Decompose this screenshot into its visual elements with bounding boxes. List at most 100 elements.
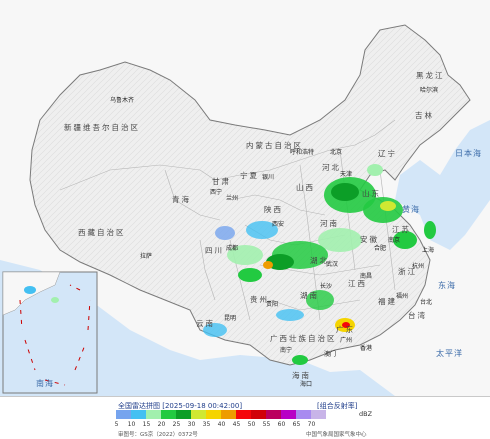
city-guangzhou: 广州: [340, 337, 353, 344]
label-guangdong: 广东: [336, 325, 355, 334]
label-pacific: 太平洋: [436, 349, 463, 358]
city-nanning: 南宁: [280, 347, 293, 354]
label-hubei: 湖北: [310, 256, 329, 265]
label-taiwan: 台湾: [408, 311, 427, 320]
legend-tick-label: 10: [127, 421, 136, 428]
legend-title: 全国雷达拼图 [2025-09-18 00:42:00]: [118, 402, 243, 410]
city-changsha: 长沙: [320, 283, 333, 290]
legend-swatch: [311, 410, 326, 419]
legend-swatch: [161, 410, 176, 419]
city-fuzhou: 福州: [396, 293, 409, 300]
city-shanghai: 上海: [422, 247, 435, 254]
legend-tick-label: 50: [247, 421, 256, 428]
legend-tick-label: 70: [307, 421, 316, 428]
legend-swatch: [191, 410, 206, 419]
legend-panel: 全国雷达拼图 [2025-09-18 00:42:00] [组合反射率] 5 10…: [0, 396, 490, 439]
label-anhui: 安徽: [360, 235, 379, 244]
legend-swatch: [176, 410, 191, 419]
legend-swatch: [116, 410, 131, 419]
city-hongkong: 香港: [360, 345, 373, 352]
legend-tick-label: 65: [292, 421, 301, 428]
label-liaoning: 辽宁: [378, 149, 397, 158]
label-hebei: 河北: [322, 163, 341, 172]
legend-tick-label: 20: [157, 421, 166, 428]
data-source: 中国气象局国家气象中心: [306, 432, 367, 438]
label-hunan: 湖南: [300, 291, 319, 300]
label-sichuan: 四川: [205, 246, 224, 255]
legend-swatch: [251, 410, 266, 419]
product-label: 组合反射率: [319, 402, 355, 410]
city-nanchang: 南昌: [360, 273, 373, 280]
city-lanzhou: 兰州: [226, 195, 239, 202]
label-henan: 河南: [320, 219, 339, 228]
label-xizang: 西藏自治区: [78, 228, 126, 237]
legend-tick-label: 40: [217, 421, 226, 428]
label-south-sea: 南海: [36, 379, 54, 388]
city-taipei: 台北: [420, 299, 433, 306]
legend-swatch: [146, 410, 161, 419]
legend-tick-label: 15: [142, 421, 151, 428]
label-neimenggu: 内蒙古自治区: [246, 141, 303, 150]
color-scale-bar: [116, 410, 326, 419]
city-yinchuan: 银川: [262, 174, 275, 181]
city-haikou: 海口: [300, 381, 313, 388]
city-guiyang: 贵阳: [266, 301, 279, 308]
city-hefei: 合肥: [374, 245, 387, 252]
city-urumqi: 乌鲁木齐: [110, 97, 135, 104]
label-gansu: 甘肃: [212, 177, 231, 186]
legend-tick-label: 55: [262, 421, 271, 428]
china-land: [29, 24, 471, 366]
unit-label: dBZ: [359, 410, 373, 418]
city-hohhot: 呼和浩特: [290, 149, 315, 156]
city-xining: 西宁: [210, 189, 223, 196]
legend-swatch: [206, 410, 221, 419]
city-nanjing: 南京: [388, 237, 401, 244]
legend-tick-label: 30: [187, 421, 196, 428]
label-yunnan: 云南: [196, 319, 215, 328]
city-macao: 澳门: [324, 351, 337, 358]
legend-swatch: [296, 410, 311, 419]
city-chengdu: 成都: [226, 245, 239, 252]
label-jiangxi: 江西: [348, 279, 367, 288]
label-qinghai: 青海: [172, 195, 191, 204]
approval-number: 审图号：GS京（2022）0372号: [118, 432, 198, 438]
label-shandong: 山东: [362, 189, 381, 198]
city-lhasa: 拉萨: [140, 253, 153, 260]
legend-tick-label: 25: [172, 421, 181, 428]
label-yellow-sea: 黄海: [402, 205, 420, 214]
legend-swatch: [266, 410, 281, 419]
city-tianjin: 天津: [340, 171, 353, 178]
label-guangxi: 广西壮族自治区: [270, 334, 337, 343]
label-japan-sea: 日本海: [455, 149, 482, 158]
label-jiangsu: 江苏: [392, 225, 411, 234]
legend-swatch: [221, 410, 236, 419]
city-kunming: 昆明: [224, 315, 237, 322]
timestamp: 2025-09-18 00:42:00: [164, 402, 240, 410]
inset-echoes: [24, 286, 59, 303]
map-title: 全国雷达拼图: [118, 402, 160, 410]
city-hangzhou: 杭州: [412, 263, 425, 270]
label-ningxia: 宁夏: [240, 171, 259, 180]
label-zhejiang: 浙江: [398, 267, 417, 276]
nine-dash-line: [19, 284, 91, 386]
legend-swatch: [281, 410, 296, 419]
legend-tick-label: 5: [114, 421, 119, 428]
product-name: [组合反射率]: [317, 402, 358, 410]
legend-swatch: [236, 410, 251, 419]
legend-swatch: [131, 410, 146, 419]
legend-tick-label: 35: [202, 421, 211, 428]
label-jilin: 吉林: [415, 111, 434, 120]
radar-echoes: [203, 164, 436, 365]
label-guizhou: 贵州: [250, 295, 269, 304]
label-xinjiang: 新疆维吾尔自治区: [64, 123, 140, 132]
legend-tick-label: 45: [232, 421, 241, 428]
label-hainan: 海南: [292, 371, 311, 380]
label-east-sea: 东海: [438, 281, 456, 290]
china-radar-map: [0, 0, 490, 396]
label-shaanxi: 陕西: [264, 205, 283, 214]
label-fujian: 福建: [378, 297, 397, 306]
label-heilongjiang: 黑龙江: [416, 71, 445, 80]
city-xian: 西安: [272, 221, 285, 228]
city-harbin: 哈尔滨: [420, 87, 439, 94]
